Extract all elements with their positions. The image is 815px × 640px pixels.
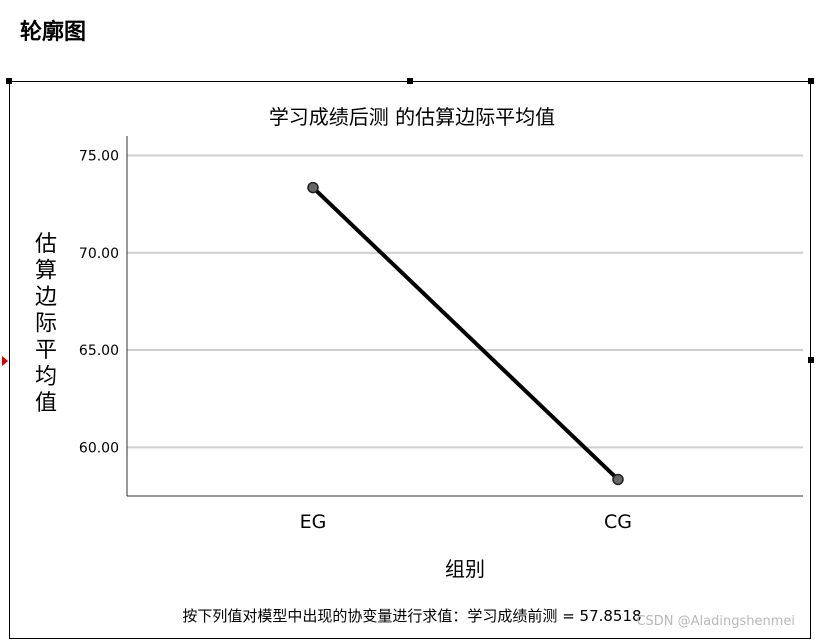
y-axis-label: 估算边际平均值 [35,232,57,416]
axes [126,136,803,497]
y-tick-label: 75.00 [79,148,119,164]
y-axis-label-char: 均 [35,365,57,390]
y-axis-label-char: 值 [35,391,57,416]
watermark: CSDN @Aladingshenmei [636,614,795,629]
series [307,181,624,486]
y-axis-label-char: 估 [35,232,57,257]
gridlines [127,154,803,449]
resize-handle-top-right[interactable] [808,78,814,84]
resize-handle-top-center[interactable] [407,78,413,84]
x-tick-label: CG [604,511,632,533]
resize-handle-top-left[interactable] [6,78,12,84]
series-line [311,185,620,482]
y-axis-label-char: 边 [35,285,57,310]
resize-handle-middle-right[interactable] [808,357,814,363]
data-point [307,181,319,194]
chart-footnote: 按下列值对模型中出现的协变量进行求值：学习成绩前测 = 57.8518 [182,607,641,625]
page-heading: 轮廓图 [20,19,87,45]
y-axis-label-char: 算 [35,259,57,284]
y-axis-label-char: 际 [35,312,57,337]
x-tick-label: EG [300,511,327,533]
y-tick-label: 70.00 [79,246,119,262]
data-point [612,473,624,486]
x-axis-label: 组别 [445,557,485,581]
chart-title: 学习成绩后测 的估算边际平均值 [269,105,555,129]
resize-handle-middle-left[interactable] [2,356,8,366]
y-tick-label: 65.00 [79,343,119,359]
y-tick-label: 60.00 [79,440,119,456]
tick-labels: 60.00 65.00 70.00 75.00 EG CG [79,148,632,533]
y-axis-label-char: 平 [35,338,57,363]
